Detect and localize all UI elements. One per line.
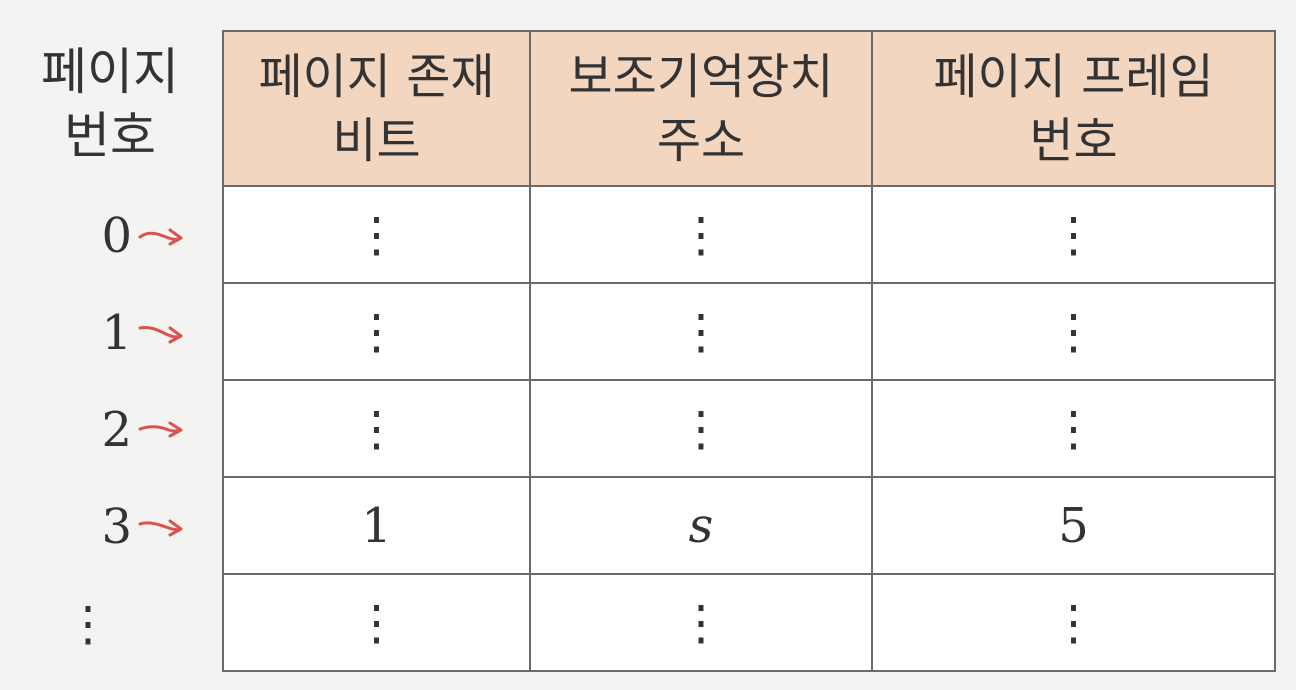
table-row: 1 s 5 — [222, 476, 1276, 575]
table-cell: 1 — [222, 476, 531, 575]
row-label-4: ⋮ — [60, 575, 210, 672]
table-cell: ⋮ — [871, 379, 1276, 478]
column-header-frame-number: 페이지 프레임 번호 — [871, 30, 1276, 187]
table-cell: 5 — [871, 476, 1276, 575]
column-header-line2: 비트 — [332, 112, 421, 169]
arrow-icon — [138, 519, 183, 536]
table-cell: ⋮ — [871, 185, 1276, 284]
arrow-icon — [138, 325, 183, 343]
table-cell: ⋮ — [222, 573, 531, 672]
table-cell: ⋮ — [529, 185, 873, 284]
column-header-line2: 번호 — [1029, 112, 1118, 169]
table-cell: ⋮ — [529, 379, 873, 478]
column-header-line1: 보조기억장치 — [568, 48, 834, 105]
column-header-line1: 페이지 존재 — [258, 48, 495, 105]
table-row: ⋮ ⋮ ⋮ — [222, 573, 1276, 672]
arrow-icon — [138, 421, 183, 437]
table-cell: ⋮ — [222, 185, 531, 284]
table-row: ⋮ ⋮ ⋮ — [222, 185, 1276, 284]
column-header-secondary-address: 보조기억장치 주소 — [529, 30, 873, 187]
table-cell: ⋮ — [871, 573, 1276, 672]
column-header-present-bit: 페이지 존재 비트 — [222, 30, 531, 187]
table-cell: s — [529, 476, 873, 575]
row-header-line1: 페이지 — [41, 43, 179, 101]
row-label-1: 1 — [60, 284, 210, 381]
row-number: 0 — [101, 207, 132, 264]
table-cell: ⋮ — [222, 379, 531, 478]
row-labels: 0 1 2 3 ⋮ — [60, 187, 210, 672]
table-row: ⋮ ⋮ ⋮ — [222, 282, 1276, 381]
row-label-0: 0 — [60, 187, 210, 284]
row-label-2: 2 — [60, 381, 210, 478]
table-cell: ⋮ — [529, 282, 873, 381]
table-row: ⋮ ⋮ ⋮ — [222, 379, 1276, 478]
column-header-line1: 페이지 프레임 — [933, 48, 1214, 105]
row-number: 1 — [101, 304, 132, 361]
column-header-line2: 주소 — [656, 112, 746, 169]
row-number: 2 — [101, 401, 132, 458]
row-label-3: 3 — [60, 478, 210, 575]
table-header-row: 페이지 존재 비트 보조기억장치 주소 페이지 프레임 번호 — [222, 30, 1276, 187]
row-number: 3 — [101, 498, 132, 555]
table-cell: ⋮ — [222, 282, 531, 381]
row-header-line2: 번호 — [64, 107, 156, 165]
table-cell-value: s — [688, 497, 714, 554]
row-number: ⋮ — [64, 595, 112, 652]
arrow-icon — [138, 228, 183, 245]
table-cell: ⋮ — [871, 282, 1276, 381]
row-header-title: 페이지 번호 — [20, 40, 200, 168]
page-table: 페이지 존재 비트 보조기억장치 주소 페이지 프레임 번호 ⋮ ⋮ ⋮ ⋮ ⋮… — [222, 30, 1276, 672]
table-cell: ⋮ — [529, 573, 873, 672]
